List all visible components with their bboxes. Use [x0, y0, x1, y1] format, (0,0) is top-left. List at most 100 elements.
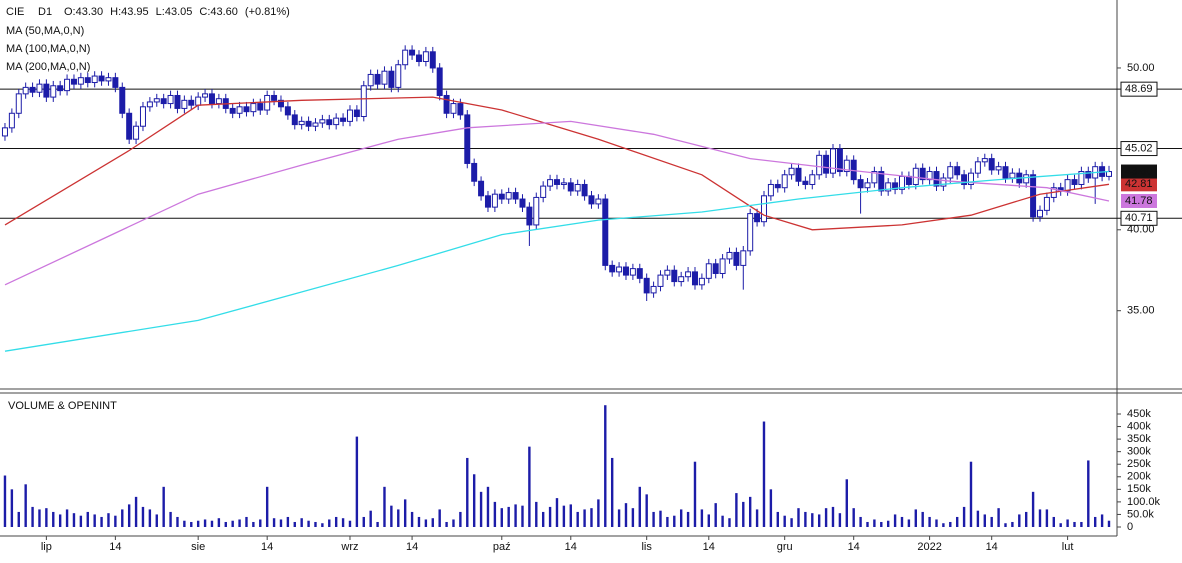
candle-body [264, 94, 271, 111]
volume-bar [790, 518, 793, 527]
volume-bar [1031, 491, 1035, 527]
volume-bar [500, 508, 503, 527]
legend-entry: MA (200,MA,0,N) [6, 61, 90, 73]
volume-bar [645, 494, 648, 527]
candle-body [91, 75, 98, 84]
x-tick-label: paź [493, 541, 511, 553]
candle-body [574, 183, 581, 192]
candle-body [119, 86, 126, 114]
candle-body [733, 251, 740, 266]
x-tick-label: sie [191, 541, 205, 553]
candle-body [540, 185, 547, 198]
volume-bar [148, 509, 152, 527]
volume-bar [31, 506, 34, 527]
volume-bar [762, 421, 766, 527]
candle-body [829, 148, 836, 174]
candle-body [871, 171, 878, 184]
candle-body [650, 285, 657, 294]
volume-bar [265, 486, 269, 527]
volume-bar [604, 405, 607, 527]
volume-bar [886, 520, 890, 527]
candle-body [857, 179, 864, 189]
volume-bar [52, 511, 55, 527]
candle-body [188, 99, 195, 106]
ma-end-box [1121, 193, 1157, 208]
candle-body [491, 193, 498, 208]
volume-bar [328, 519, 331, 527]
candle-body [436, 67, 443, 96]
candle-body [995, 166, 1002, 171]
volume-bar [231, 520, 234, 527]
ma-end-label: 42.81 [1125, 178, 1153, 190]
volume-bar [1011, 521, 1014, 527]
y-tick-label: 0 [1127, 521, 1133, 533]
candle-body [802, 180, 809, 185]
volume-bar [362, 516, 365, 527]
header-text: L:43.05 [156, 6, 193, 18]
volume-bar [1038, 509, 1042, 527]
y-tick-label: 350k [1127, 433, 1151, 445]
y-tick-label: 40.00 [1127, 224, 1155, 236]
level-label: 40.71 [1125, 212, 1153, 224]
candle-body [360, 85, 367, 118]
candle-body [691, 271, 698, 286]
volume-bar [162, 486, 165, 527]
volume-bar [852, 508, 855, 527]
x-tick-label: wrz [340, 541, 358, 553]
candle-body [381, 70, 388, 85]
candle-body [954, 166, 961, 176]
candle-body [36, 83, 43, 93]
volume-bar [1087, 460, 1090, 527]
candle-body [139, 106, 146, 127]
volume-bar [583, 509, 586, 527]
ma-end-label: 41.78 [1125, 195, 1153, 207]
volume-bar [955, 516, 959, 527]
volume-bar [100, 516, 103, 527]
candle-body [947, 166, 954, 179]
header-text: C:43.60 [199, 6, 238, 18]
volume-bar [424, 519, 428, 527]
volume-bar [921, 511, 924, 527]
volume-bar [728, 518, 731, 527]
volume-bar [472, 474, 476, 527]
candle-body [498, 193, 505, 200]
volume-bar [866, 521, 869, 527]
candle-body [353, 109, 360, 118]
volume-bar [1107, 520, 1111, 527]
candle-body [657, 274, 664, 287]
volume-bar [617, 509, 621, 527]
candle-body [340, 117, 347, 122]
volume-bar [3, 475, 7, 527]
level-label: 48.69 [1125, 83, 1153, 95]
candle-body [1036, 209, 1043, 218]
candle-body [526, 206, 533, 226]
volume-bar [493, 501, 497, 527]
volume-bar [535, 501, 538, 527]
volume-bar [1093, 516, 1097, 527]
candle-body [595, 198, 602, 205]
volume-bar [155, 514, 158, 527]
volume-bar [935, 519, 938, 527]
candle-body [457, 103, 464, 116]
volume-bar [10, 489, 14, 527]
volume-bar [431, 518, 434, 527]
volume-bar [466, 457, 469, 527]
volume-bar [983, 514, 986, 527]
candle-body [50, 85, 57, 98]
volume-bar [893, 514, 897, 527]
candle-body [919, 167, 926, 181]
candle-body [726, 251, 733, 260]
volume-bar [859, 516, 862, 527]
volume-bar [127, 504, 131, 527]
volume-bar [134, 496, 138, 527]
volume-bar [252, 521, 255, 527]
candle-body [64, 78, 71, 92]
candle-body [57, 85, 64, 92]
candle-body [678, 276, 685, 283]
volume-bar [114, 515, 117, 527]
volume-bar [942, 523, 945, 527]
volume-bar [397, 509, 400, 527]
candle-body [471, 162, 478, 182]
x-tick-label: lis [641, 541, 652, 553]
